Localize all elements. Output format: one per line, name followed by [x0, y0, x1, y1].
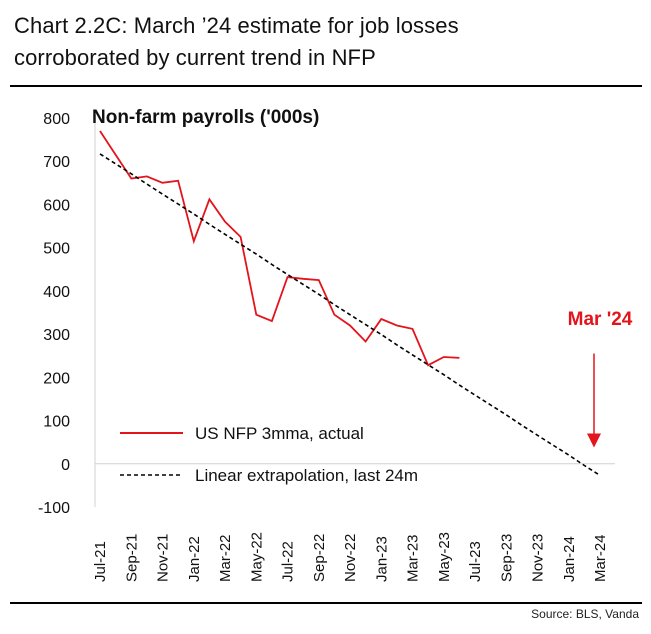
x-tick-label: May-23	[436, 532, 453, 582]
x-tick-label: Sep-22	[311, 534, 328, 582]
y-tick-label: 600	[43, 197, 70, 214]
y-tick-label: 100	[43, 414, 70, 431]
y-tick-label: 300	[43, 327, 70, 344]
x-axis-ticks: Jul-21 Sep-21 Nov-21 Jan-22 Mar-22 May-22 Jul-…	[92, 532, 609, 582]
chart-title-line-2: corroborated by current trend in NFP	[14, 45, 376, 70]
x-tick-label: Mar-23	[405, 534, 422, 582]
y-tick-label: 200	[43, 370, 70, 387]
chart-legend: US NFP 3mma, actual Linear extrapolation…	[120, 424, 418, 485]
x-tick-label: Nov-23	[530, 534, 547, 582]
y-tick-label: 500	[43, 241, 70, 258]
header-divider	[10, 85, 642, 87]
y-tick-label: 400	[43, 284, 70, 301]
x-tick-label: Jul-22	[280, 541, 297, 582]
x-tick-label: Nov-21	[155, 534, 172, 582]
chart-title-line-1: Chart 2.2C: March ’24 estimate for job l…	[14, 13, 459, 38]
x-tick-label: Mar-24	[592, 534, 609, 582]
x-tick-label: Nov-22	[342, 534, 359, 582]
chart-axes	[94, 118, 615, 507]
x-tick-label: Jul-21	[92, 541, 109, 582]
x-tick-label: Sep-21	[123, 534, 140, 582]
x-tick-label: Jan-23	[373, 536, 390, 582]
legend-label-actual: US NFP 3mma, actual	[195, 424, 364, 443]
annotation-arrow-head	[587, 433, 601, 448]
y-tick-label: 800	[43, 111, 70, 128]
x-tick-label: Jan-24	[561, 536, 578, 582]
y-tick-label: -100	[38, 500, 70, 517]
x-tick-label: Jan-22	[186, 536, 203, 582]
annotation-label: Mar '24	[568, 309, 633, 330]
chart-header: Chart 2.2C: March ’24 estimate for job l…	[14, 10, 634, 74]
y-tick-label: 700	[43, 154, 70, 171]
legend-label-trend: Linear extrapolation, last 24m	[195, 466, 418, 485]
trend-series-line	[99, 153, 601, 477]
annotation-layer: Mar '24	[568, 309, 633, 448]
source-note: Source: BLS, Vanda	[531, 607, 639, 621]
footer-divider	[10, 602, 642, 604]
chart-subtitle: Non-farm payrolls ('000s)	[92, 107, 319, 128]
series-layer	[99, 130, 601, 477]
actual-series-line	[99, 130, 460, 367]
x-tick-label: Sep-23	[498, 534, 515, 582]
x-tick-label: Jul-23	[467, 541, 484, 582]
y-axis-ticks: -100 0 100 200 300 400 500 600 700 800	[38, 111, 70, 517]
x-tick-label: Mar-22	[217, 534, 234, 582]
x-tick-label: May-22	[248, 532, 265, 582]
y-tick-label: 0	[61, 457, 70, 474]
